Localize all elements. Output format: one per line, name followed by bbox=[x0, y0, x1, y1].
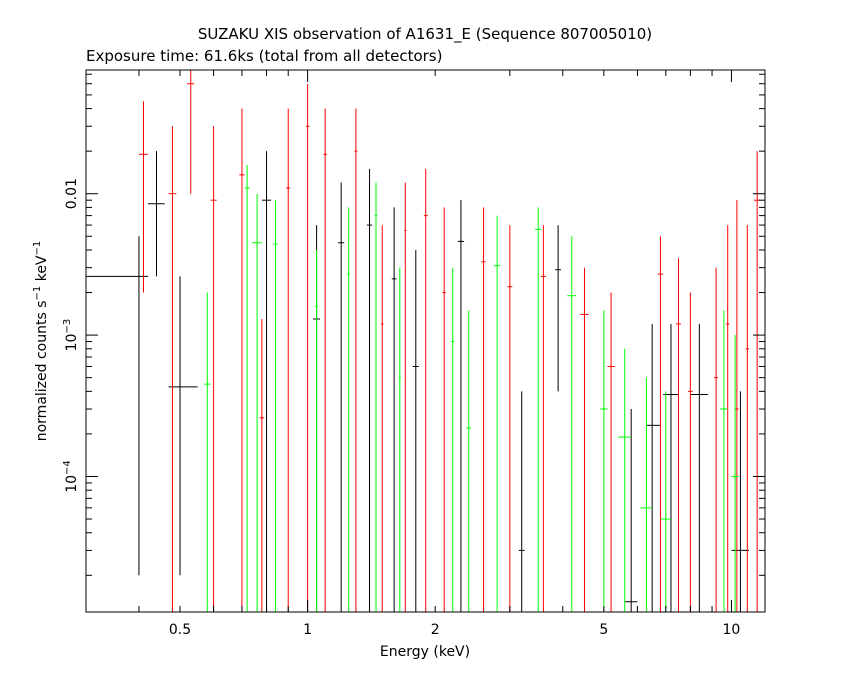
data-point bbox=[261, 151, 272, 612]
y-tick-label: 10−3 bbox=[62, 319, 80, 352]
y-tick-label: 10−4 bbox=[62, 460, 80, 493]
data-point bbox=[567, 236, 577, 612]
data-point bbox=[147, 151, 165, 277]
data-point bbox=[305, 83, 310, 612]
data-point bbox=[745, 225, 749, 612]
data-point bbox=[731, 391, 749, 612]
data-point bbox=[314, 249, 319, 612]
data-point bbox=[286, 108, 291, 612]
data-point bbox=[259, 318, 265, 612]
data-point bbox=[398, 267, 401, 612]
data-point bbox=[391, 207, 397, 612]
data-point bbox=[168, 276, 198, 576]
data-point bbox=[676, 258, 681, 612]
data-point bbox=[451, 267, 455, 612]
data-point bbox=[138, 101, 148, 293]
data-point bbox=[457, 200, 465, 612]
data-point bbox=[618, 348, 632, 612]
data-point bbox=[555, 225, 561, 392]
y-tick-label-base: 10 bbox=[64, 334, 80, 352]
data-point bbox=[442, 207, 446, 612]
series-0 bbox=[86, 151, 749, 612]
data-point bbox=[323, 108, 327, 612]
data-point bbox=[580, 267, 589, 612]
data-point bbox=[600, 310, 608, 612]
series-1 bbox=[138, 70, 761, 612]
data-point bbox=[507, 225, 513, 612]
y-tick-label-exp: −4 bbox=[62, 460, 73, 475]
data-point bbox=[273, 200, 278, 612]
y-axis-label-exp1: −1 bbox=[32, 286, 43, 301]
data-point bbox=[690, 323, 708, 612]
data-point bbox=[735, 200, 739, 612]
data-point bbox=[354, 108, 358, 612]
data-point bbox=[660, 391, 671, 612]
y-tick-label-base: 10 bbox=[64, 475, 80, 493]
data-point bbox=[187, 70, 195, 194]
y-tick-label-exp: −3 bbox=[62, 319, 73, 334]
series-2 bbox=[204, 164, 739, 612]
data-point bbox=[404, 182, 407, 612]
data-point bbox=[168, 126, 177, 612]
data-point bbox=[338, 182, 345, 612]
x-tick-label: 5 bbox=[599, 622, 608, 638]
x-tick-label: 10 bbox=[723, 622, 741, 638]
data-point bbox=[252, 193, 262, 612]
data-point bbox=[347, 207, 351, 612]
data-point bbox=[688, 292, 693, 612]
data-point bbox=[374, 182, 378, 612]
data-point bbox=[466, 310, 472, 612]
data-point bbox=[481, 207, 486, 612]
data-point bbox=[714, 267, 719, 612]
y-axis-label-middle: keV bbox=[34, 255, 50, 286]
x-tick-label: 0.5 bbox=[169, 622, 191, 638]
data-point bbox=[244, 164, 250, 612]
data-point bbox=[535, 207, 542, 612]
data-point bbox=[518, 391, 525, 612]
axis-ticks bbox=[85, 70, 765, 612]
y-tick-label: 0.01 bbox=[64, 178, 80, 209]
y-axis-label-exp2: −1 bbox=[32, 241, 43, 256]
data-point bbox=[725, 225, 730, 612]
x-axis-label: Energy (keV) bbox=[380, 644, 470, 660]
chart-title: SUZAKU XIS observation of A1631_E (Seque… bbox=[198, 25, 652, 44]
data-point bbox=[493, 215, 501, 612]
data-point bbox=[640, 377, 653, 612]
data-point bbox=[731, 335, 739, 612]
y-axis-label-prefix: normalized counts s bbox=[34, 300, 50, 441]
plot-marks bbox=[86, 70, 761, 612]
data-point bbox=[646, 323, 661, 612]
data-point bbox=[624, 409, 638, 612]
data-point bbox=[204, 292, 211, 612]
data-point bbox=[423, 168, 428, 612]
y-axis-label: normalized counts s−1 keV−1 bbox=[32, 241, 50, 442]
data-point bbox=[720, 310, 728, 612]
data-point bbox=[657, 236, 664, 612]
x-tick-label: 2 bbox=[431, 622, 440, 638]
x-tick-label: 1 bbox=[303, 622, 312, 638]
data-point bbox=[210, 126, 217, 612]
data-point bbox=[381, 225, 384, 612]
data-point bbox=[540, 225, 546, 612]
chart-subtitle: Exposure time: 61.6ks (total from all de… bbox=[86, 47, 442, 65]
data-point bbox=[607, 292, 615, 612]
data-point bbox=[412, 249, 419, 612]
data-point bbox=[86, 236, 148, 576]
plot-frame bbox=[85, 69, 766, 613]
data-point bbox=[239, 108, 245, 612]
data-point bbox=[366, 168, 373, 612]
